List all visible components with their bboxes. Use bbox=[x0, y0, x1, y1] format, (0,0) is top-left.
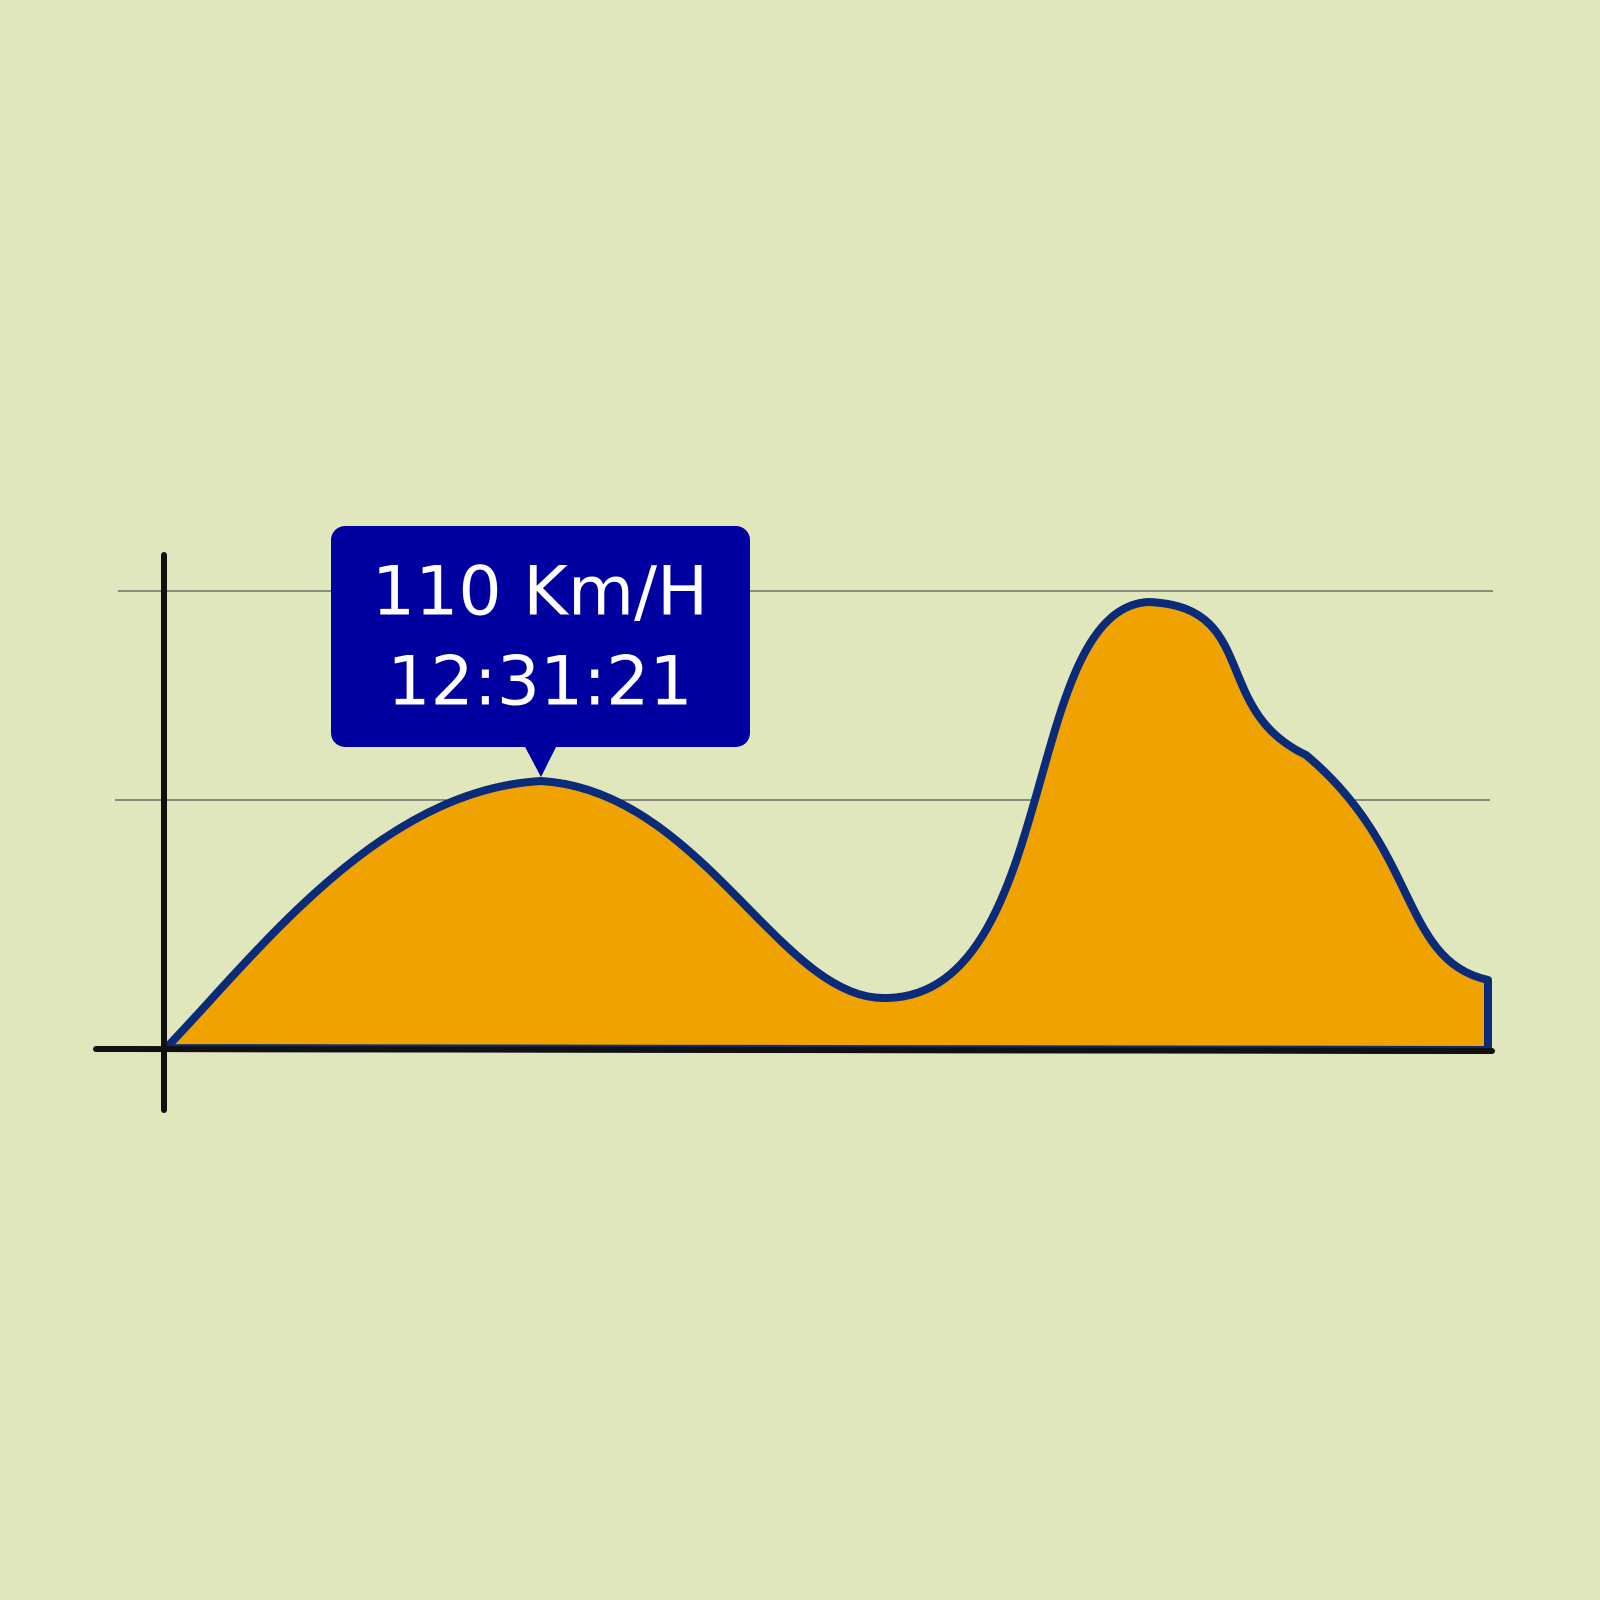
tooltip-pointer bbox=[524, 745, 557, 777]
tooltip-value: 110 Km/H bbox=[372, 553, 708, 632]
tooltip: 110 Km/H 12:31:21 bbox=[331, 526, 750, 777]
x-axis bbox=[93, 1046, 1495, 1054]
tooltip-box bbox=[331, 526, 750, 747]
speed-area bbox=[164, 598, 1492, 1054]
tooltip-time: 12:31:21 bbox=[387, 643, 692, 722]
